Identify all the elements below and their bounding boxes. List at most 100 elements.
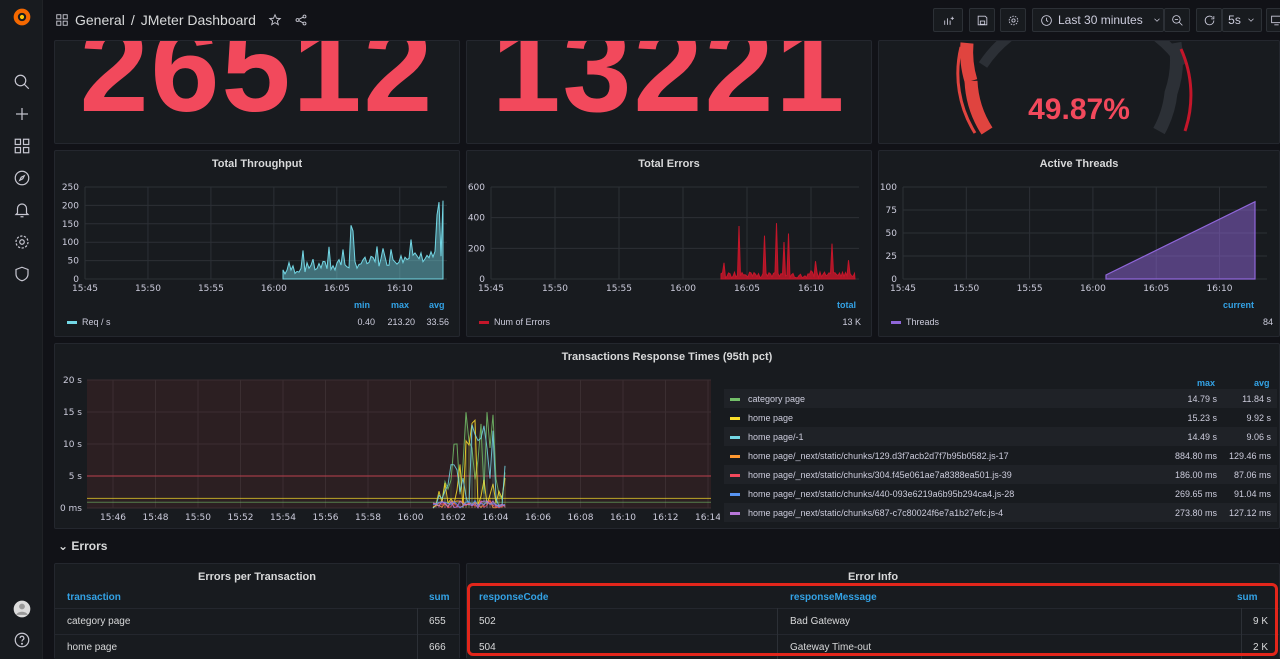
search-icon[interactable]: [11, 71, 33, 93]
legend-swatch: [479, 320, 489, 324]
refresh-interval-picker[interactable]: 5s: [1222, 8, 1262, 32]
dashboard-settings-button[interactable]: [1000, 8, 1026, 32]
x-tick-label: 16:00: [261, 284, 287, 294]
x-tick-label: 15:55: [198, 284, 224, 294]
legend-series-label: home page/-1: [730, 432, 804, 442]
legend-header-min: min: [354, 300, 371, 310]
errors-chart-panel[interactable]: Total Errors 600 400 200 0 15:45 15:50 15:55 16…: [466, 150, 872, 337]
grafana-logo-icon[interactable]: [11, 6, 33, 28]
legend-item-threads[interactable]: Threads: [891, 317, 939, 327]
time-range-picker[interactable]: Last 30 minutes: [1032, 8, 1164, 32]
y-tick-label: 0 ms: [60, 504, 82, 514]
legend-value-avg: 129.46 ms: [1228, 451, 1271, 461]
dashboard-grid-icon: [56, 14, 68, 26]
column-header-sum[interactable]: sum: [1237, 592, 1258, 603]
legend-item-series[interactable]: home page/_next/static/chunks/440-093e62…: [724, 484, 1277, 503]
cell-sum: 9 K: [1253, 616, 1269, 627]
chevron-down-icon: [1153, 18, 1160, 22]
add-panel-icon: [943, 16, 954, 25]
zoom-out-button[interactable]: [1164, 8, 1190, 32]
server-admin-shield-icon[interactable]: [11, 263, 33, 285]
legend-item-req-s[interactable]: Req / s: [67, 317, 111, 327]
y-tick-label: 20 s: [63, 376, 82, 386]
legend-series-name: home page/_next/static/chunks/304.f45e06…: [748, 470, 1012, 480]
legend-series-label: home page/_next/static/chunks/687-c7c800…: [730, 508, 1003, 518]
dashboard-title[interactable]: JMeter Dashboard: [140, 12, 256, 28]
x-tick-label: 15:55: [1017, 284, 1043, 294]
legend-swatch: [730, 416, 740, 420]
x-tick-label: 16:10: [1207, 284, 1233, 294]
save-dashboard-button[interactable]: [969, 8, 995, 32]
legend-item-series[interactable]: home page/_next/static/chunks/687-c7c800…: [724, 503, 1277, 522]
plus-icon[interactable]: [11, 103, 33, 125]
add-panel-button[interactable]: [933, 8, 963, 32]
errors-chart-title: Total Errors: [638, 158, 700, 170]
tv-mode-button[interactable]: [1266, 8, 1280, 32]
x-tick-label: 15:45: [890, 284, 916, 294]
share-icon[interactable]: [294, 13, 308, 27]
x-tick-label: 16:10: [798, 284, 824, 294]
errors-per-transaction-panel[interactable]: Errors per Transaction transaction sum c…: [54, 563, 460, 659]
alerting-bell-icon[interactable]: [11, 199, 33, 221]
topbar: General / JMeter Dashboard Last 30 minut…: [43, 0, 1280, 40]
refresh-interval-label: 5s: [1228, 13, 1241, 27]
legend-item-series[interactable]: home page/_next/static/chunks/129.d3f7ac…: [724, 446, 1277, 465]
x-tick-label: 15:58: [355, 513, 381, 523]
column-header-response-code[interactable]: responseCode: [479, 592, 549, 603]
errors-row-label: Errors: [71, 539, 108, 553]
threads-panel[interactable]: Active Threads 100 75 50 25 0 15:45 15:50 15:55…: [878, 150, 1280, 337]
errors-row-header[interactable]: ⌄ Errors: [58, 539, 107, 553]
throughput-panel[interactable]: Total Throughput 250 200 150 100 50 0 15:45 15:…: [54, 150, 460, 337]
error-info-panel[interactable]: Error Info responseCode responseMessage …: [466, 563, 1280, 659]
zoom-out-icon: [1171, 14, 1183, 26]
help-question-icon[interactable]: [11, 629, 33, 651]
x-tick-label: 16:10: [610, 513, 636, 523]
y-tick-label: 200: [62, 201, 79, 211]
legend-item-series[interactable]: category page 14.79 s 11.84 s: [724, 389, 1277, 408]
column-header-response-message[interactable]: responseMessage: [790, 592, 877, 603]
legend-item-series[interactable]: home page/_next/static/chunks/304.f45e06…: [724, 465, 1277, 484]
configuration-gear-icon[interactable]: [11, 231, 33, 253]
threads-series: [1105, 200, 1256, 280]
explore-compass-icon[interactable]: [11, 167, 33, 189]
y-tick-label: 600: [468, 183, 485, 193]
legend-series-name: home page: [748, 413, 794, 423]
chevron-down-icon: ⌄: [58, 539, 69, 553]
table-row: [467, 634, 1279, 659]
stat-panel-1[interactable]: 26512: [54, 40, 460, 144]
cell-response-code: 504: [479, 642, 496, 653]
legend-header-total: total: [837, 300, 856, 310]
stat-panel-2[interactable]: 13221: [466, 40, 872, 144]
breadcrumb-folder[interactable]: General: [75, 12, 125, 28]
gauge-value: 49.87%: [1028, 93, 1130, 126]
column-header-transaction[interactable]: transaction: [67, 592, 121, 603]
refresh-button[interactable]: [1196, 8, 1222, 32]
throughput-series: [282, 200, 444, 280]
legend-item-series[interactable]: home page/-1 14.49 s 9.06 s: [724, 427, 1277, 446]
column-header-sum[interactable]: sum: [429, 592, 450, 603]
x-tick-label: 16:14: [695, 513, 720, 523]
chevron-down-icon: [1248, 18, 1254, 22]
column-divider: [417, 608, 418, 659]
x-tick-label: 16:08: [568, 513, 594, 523]
y-tick-label: 50: [886, 229, 898, 239]
table-row: [55, 608, 459, 634]
legend-value-min: 0.40: [357, 317, 375, 327]
table-row: [55, 634, 459, 659]
legend-series-label: home page: [730, 413, 793, 423]
response-series-line: [432, 424, 506, 509]
dashboards-icon[interactable]: [11, 135, 33, 157]
user-avatar-icon[interactable]: [11, 598, 33, 620]
x-tick-label: 15:50: [185, 513, 211, 523]
gauge-panel[interactable]: 49.87%: [878, 40, 1280, 144]
legend-header-current: current: [1223, 300, 1255, 310]
star-icon[interactable]: [268, 13, 282, 27]
x-tick-label: 15:55: [606, 284, 632, 294]
save-icon: [977, 15, 987, 25]
legend-item-series[interactable]: home page 15.23 s 9.92 s: [724, 408, 1277, 427]
table-row: [467, 608, 1279, 634]
legend-item-num-errors[interactable]: Num of Errors: [479, 317, 550, 327]
legend-value-avg: 127.12 ms: [1228, 508, 1271, 518]
legend-series-label: home page/_next/static/chunks/440-093e62…: [730, 489, 1014, 499]
threads-chart: 100 75 50 25 015:45 15:50 15:55 16:00 16:05 16:10: [880, 183, 1267, 294]
